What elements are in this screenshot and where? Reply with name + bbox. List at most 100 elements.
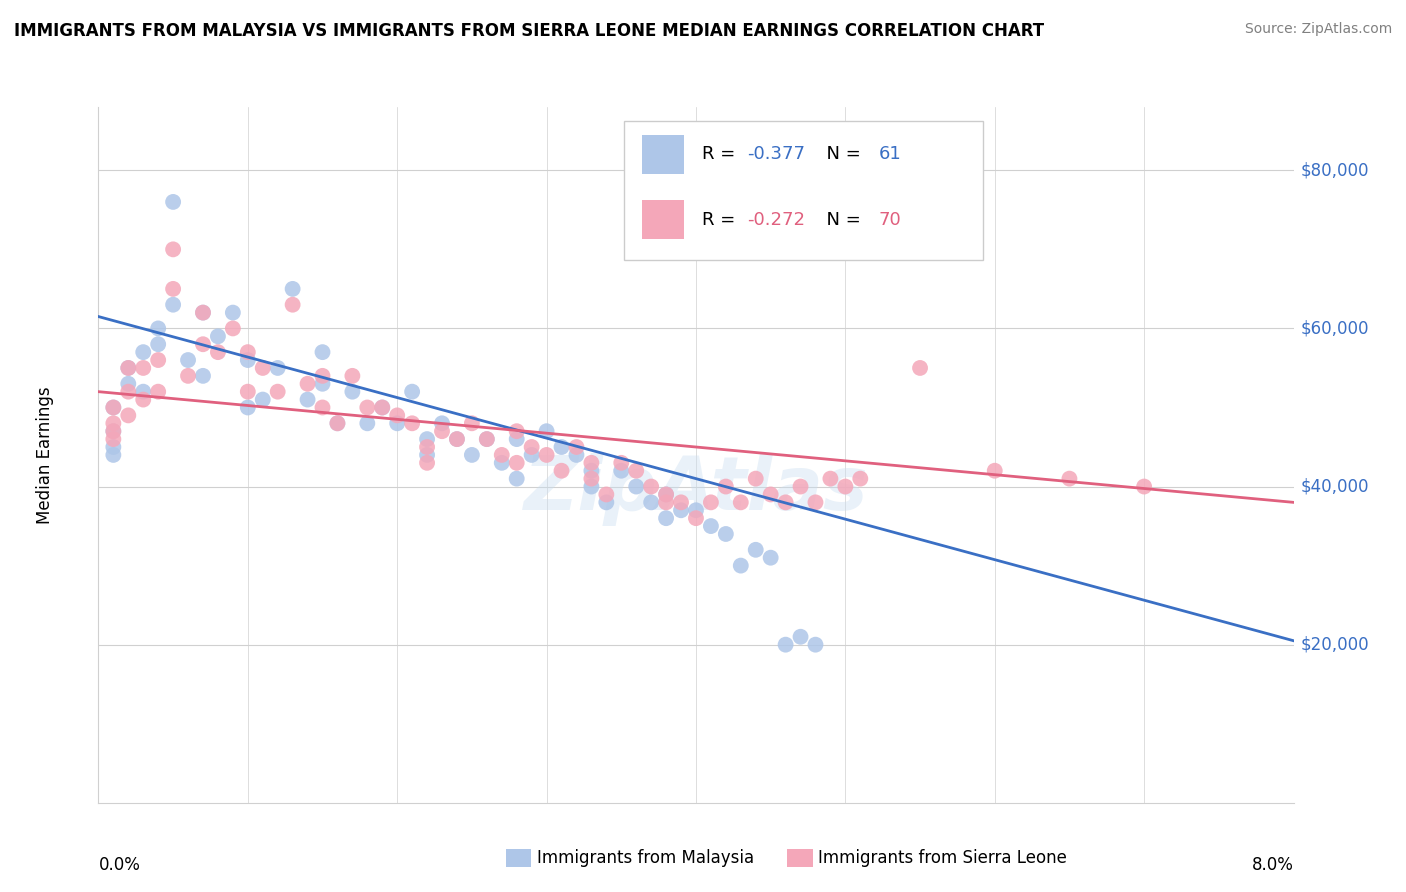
Text: R =: R =: [702, 211, 741, 228]
Point: [685, 511, 707, 525]
Text: Immigrants from Sierra Leone: Immigrants from Sierra Leone: [818, 849, 1067, 867]
Point: [581, 472, 603, 486]
Point: [162, 298, 184, 312]
Point: [117, 409, 139, 423]
Point: [326, 417, 349, 431]
Point: [669, 503, 692, 517]
Point: [685, 503, 707, 517]
Point: [461, 417, 484, 431]
Point: [714, 479, 737, 493]
Point: [775, 638, 797, 652]
Point: [103, 401, 125, 415]
Point: [401, 417, 423, 431]
Point: [775, 495, 797, 509]
Point: [804, 495, 827, 509]
Point: [655, 487, 678, 501]
Text: $60,000: $60,000: [1301, 319, 1369, 337]
Point: [117, 384, 139, 399]
Point: [1133, 479, 1156, 493]
Point: [236, 345, 259, 359]
Point: [297, 392, 319, 407]
Point: [236, 384, 259, 399]
Point: [371, 401, 394, 415]
Point: [804, 638, 827, 652]
Point: [581, 479, 603, 493]
Point: [565, 440, 588, 454]
Point: [759, 550, 782, 565]
Point: [669, 495, 692, 509]
Bar: [643, 201, 683, 239]
Point: [714, 527, 737, 541]
Point: [385, 409, 409, 423]
Point: [983, 464, 1005, 478]
Point: [581, 456, 603, 470]
Point: [385, 417, 409, 431]
Point: [252, 392, 274, 407]
Point: [655, 495, 678, 509]
Point: [326, 417, 349, 431]
Point: [640, 479, 662, 493]
Point: [148, 321, 170, 335]
Point: [849, 472, 872, 486]
Point: [222, 321, 245, 335]
Point: [281, 298, 304, 312]
Point: [640, 495, 662, 509]
Point: [103, 401, 125, 415]
Point: [565, 448, 588, 462]
Point: [267, 384, 290, 399]
Point: [162, 282, 184, 296]
Point: [281, 282, 304, 296]
Text: Median Earnings: Median Earnings: [35, 386, 53, 524]
Text: 8.0%: 8.0%: [1251, 856, 1294, 874]
Point: [416, 448, 439, 462]
Text: ZipAtlas: ZipAtlas: [523, 453, 869, 526]
Point: [148, 353, 170, 368]
Point: [820, 472, 842, 486]
Point: [1059, 472, 1081, 486]
Point: [908, 361, 931, 376]
Point: [416, 440, 439, 454]
Point: [267, 361, 290, 376]
Point: [624, 479, 647, 493]
Point: [297, 376, 319, 391]
Point: [236, 353, 259, 368]
Point: [222, 305, 245, 319]
Point: [834, 479, 856, 493]
Text: IMMIGRANTS FROM MALAYSIA VS IMMIGRANTS FROM SIERRA LEONE MEDIAN EARNINGS CORRELA: IMMIGRANTS FROM MALAYSIA VS IMMIGRANTS F…: [14, 22, 1045, 40]
Point: [162, 243, 184, 257]
Point: [581, 464, 603, 478]
Text: 0.0%: 0.0%: [98, 856, 141, 874]
Point: [132, 384, 155, 399]
Point: [356, 401, 378, 415]
Point: [745, 472, 768, 486]
Point: [191, 337, 214, 351]
Point: [311, 345, 333, 359]
Point: [401, 384, 423, 399]
Point: [191, 305, 214, 319]
Point: [550, 464, 572, 478]
Point: [430, 417, 453, 431]
Point: [595, 495, 617, 509]
Point: [117, 361, 139, 376]
Point: [103, 448, 125, 462]
Point: [132, 392, 155, 407]
Point: [655, 487, 678, 501]
Point: [491, 456, 513, 470]
Point: [745, 542, 768, 557]
Text: $20,000: $20,000: [1301, 636, 1369, 654]
Point: [700, 519, 723, 533]
Point: [536, 448, 558, 462]
Point: [446, 432, 468, 446]
Text: N =: N =: [815, 211, 868, 228]
Text: N =: N =: [815, 145, 868, 163]
Point: [595, 487, 617, 501]
Point: [506, 472, 529, 486]
Point: [506, 424, 529, 438]
Point: [759, 487, 782, 501]
Point: [103, 424, 125, 438]
Point: [430, 424, 453, 438]
Point: [520, 448, 543, 462]
Point: [475, 432, 498, 446]
Point: [342, 384, 364, 399]
Point: [311, 376, 333, 391]
